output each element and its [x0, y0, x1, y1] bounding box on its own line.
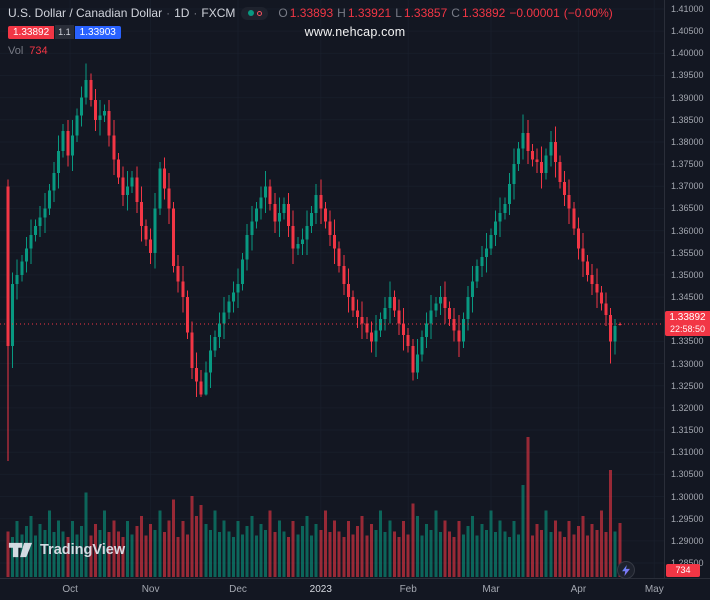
tradingview-logo-text: TradingView [40, 542, 126, 558]
bar-countdown: 22:58:50 [669, 324, 706, 335]
price-tick-label: 1.41000 [671, 4, 704, 14]
sell-button[interactable]: 1.33892 [8, 25, 55, 39]
market-status-indicator[interactable] [241, 6, 269, 20]
symbol-legend: U.S. Dollar / Canadian Dollar · 1D · FXC… [8, 6, 613, 20]
high-label: H [337, 6, 346, 20]
price-tick-label: 1.30000 [671, 491, 704, 502]
symbol-title[interactable]: U.S. Dollar / Canadian Dollar [8, 6, 163, 20]
market-open-icon [247, 10, 254, 16]
status-ring-icon [256, 10, 262, 16]
change-value: −0.00001 [509, 6, 560, 20]
price-tick-label: 1.40000 [671, 48, 704, 59]
close-label: C [451, 6, 460, 20]
time-axis[interactable]: Oct Nov Dec 2023 Feb Mar Apr May [0, 578, 710, 600]
price-tick-label: 1.34500 [671, 292, 704, 303]
separator: · [166, 6, 171, 20]
price-tick-label: 1.28500 [671, 558, 704, 568]
separator: · [193, 6, 198, 20]
ohlc-readout: O 1.33893 H 1.33921 L 1.33857 C 1.33892 … [278, 6, 612, 20]
price-tick-label: 1.31500 [671, 425, 704, 436]
time-tick-label: Mar [482, 584, 500, 595]
price-tick-label: 1.33500 [671, 336, 704, 347]
buy-sell-widget: 1.33892 1.1 1.33903 [8, 25, 121, 39]
time-tick-label: Feb [399, 584, 417, 595]
price-tick-label: 1.39500 [671, 70, 704, 81]
time-tick-label: May [644, 584, 664, 595]
close-value: 1.33892 [461, 6, 506, 20]
open-label: O [278, 6, 288, 20]
volume-value: 734 [29, 45, 48, 57]
price-tick-label: 1.37500 [671, 159, 704, 170]
price-tick-label: 1.33000 [671, 358, 704, 369]
time-tick-label: 2023 [309, 584, 332, 595]
price-tick-label: 1.37000 [671, 181, 704, 192]
time-tick-label: Dec [229, 584, 247, 595]
price-tick-label: 1.38500 [671, 114, 704, 125]
price-tick-label: 1.32000 [671, 402, 704, 413]
price-tick-label: 1.31000 [671, 447, 704, 458]
buy-button[interactable]: 1.33903 [74, 25, 121, 39]
volume-indicator-legend: Vol 734 [8, 45, 48, 57]
spread-value: 1.1 [55, 25, 74, 39]
interval-label[interactable]: 1D [174, 6, 190, 20]
time-tick-label: Nov [141, 584, 160, 595]
price-tick-label: 1.35000 [671, 269, 704, 280]
price-tick-label: 1.32500 [671, 380, 704, 391]
lightning-icon [622, 564, 630, 576]
price-tick-label: 1.36000 [671, 225, 704, 236]
price-tick-label: 1.36500 [671, 203, 704, 214]
low-value: 1.33857 [403, 6, 448, 20]
open-value: 1.33893 [289, 6, 334, 20]
exchange-label: FXCM [201, 6, 236, 20]
time-tick-label: Oct [62, 584, 78, 595]
price-tick-label: 1.29000 [671, 535, 704, 546]
volume-label: Vol [8, 45, 24, 57]
tradingview-logo[interactable]: TradingView [8, 542, 125, 558]
price-tick-label: 1.40500 [671, 26, 704, 37]
high-value: 1.33921 [347, 6, 392, 20]
time-tick-label: Apr [570, 584, 587, 595]
change-percent: (−0.00%) [563, 6, 613, 20]
lightning-button[interactable] [617, 561, 635, 579]
price-tick-label: 1.29500 [671, 513, 704, 524]
price-tick-label: 1.30500 [671, 469, 704, 480]
low-label: L [395, 6, 402, 20]
price-tick-label: 1.35500 [671, 247, 704, 258]
price-tick-label: 1.39000 [671, 92, 704, 103]
price-tick-label: 1.38000 [671, 136, 704, 147]
volume-axis-label: 734 [666, 564, 700, 577]
current-price-label: 1.33892 22:58:50 [665, 311, 710, 337]
tradingview-icon [8, 542, 33, 558]
watermark: www.nehcap.com [304, 25, 406, 39]
price-axis[interactable]: 1.41000 1.40500 1.40000 1.39500 1.39000 1.385… [664, 0, 710, 578]
current-price-value: 1.33892 [669, 312, 706, 324]
